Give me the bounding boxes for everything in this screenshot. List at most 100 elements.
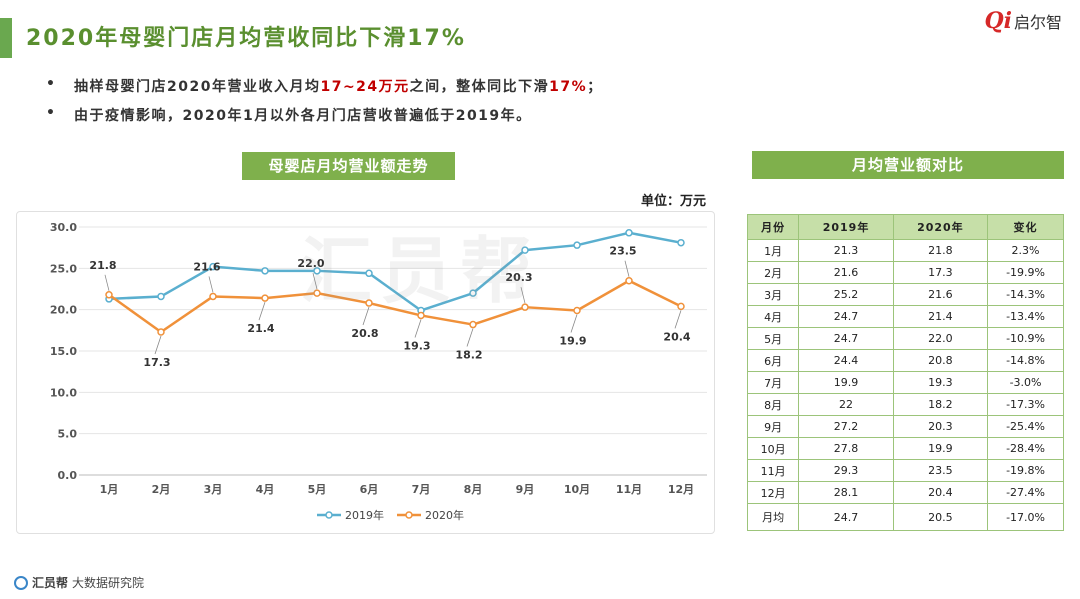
- table-row: 11月 29.3 23.5 -19.8%: [746, 459, 1064, 482]
- table-header-row: 月份 2019年 2020年 变化: [746, 214, 1064, 240]
- data-point: [625, 276, 633, 285]
- table-cell: -14.8%: [987, 349, 1064, 372]
- table-cell: 24.7: [798, 503, 894, 531]
- table-cell: 19.9: [798, 371, 894, 394]
- table-cell: 9月: [746, 415, 800, 438]
- label-leader-line: [414, 319, 422, 338]
- table-row: 4月 24.7 21.4 -13.4%: [746, 305, 1064, 328]
- table-column-header: 月份: [746, 214, 800, 240]
- data-label: 21.4: [247, 322, 274, 335]
- line-chart: 0.0 5.0 10.0 15.0 20.0 25.0 30.0 1月 2月 3月 4月 5月 6月 7月…: [50, 221, 707, 522]
- table-cell: 3月: [746, 283, 800, 306]
- table-average-row: 月均 24.7 20.5 -17.0%: [746, 503, 1064, 531]
- logo-mark: Qi: [984, 8, 1012, 34]
- x-tick-label: 8月: [464, 483, 483, 496]
- data-point: [261, 294, 269, 302]
- y-tick-label: 10.0: [50, 386, 77, 399]
- table-cell: 1月: [746, 239, 800, 262]
- table-cell: 29.3: [798, 459, 894, 482]
- data-point: [677, 238, 685, 247]
- x-tick-label: 3月: [204, 483, 223, 496]
- label-leader-line: [312, 273, 318, 290]
- table-column-header: 2019年: [798, 214, 894, 240]
- table-cell: -25.4%: [987, 415, 1064, 438]
- data-label: 19.3: [403, 339, 430, 352]
- data-point: [157, 292, 165, 301]
- table-column-header: 变化: [987, 214, 1064, 240]
- legend-label: 2019年: [345, 508, 384, 522]
- summary-bullets: • 抽样母婴门店2020年营业收入月均17~24万元之间，整体同比下滑17%； …: [46, 76, 603, 134]
- table-cell: 21.6: [892, 283, 989, 306]
- table-cell: 12月: [746, 481, 800, 504]
- table-cell: -13.4%: [987, 305, 1064, 328]
- data-label: 18.2: [455, 349, 482, 362]
- x-tick-label: 12月: [668, 483, 694, 496]
- table-cell: 22.0: [892, 327, 989, 350]
- data-point: [521, 303, 529, 311]
- x-tick-label: 6月: [360, 483, 379, 496]
- label-leader-line: [208, 276, 214, 293]
- y-tick-label: 15.0: [50, 345, 77, 358]
- data-point: [313, 289, 321, 297]
- table-row: 5月 24.7 22.0 -10.9%: [746, 327, 1064, 350]
- table-cell: 6月: [746, 349, 800, 372]
- bullet-text: 由于疫情影响，2020年1月以外各月门店营收普遍低于2019年。: [74, 108, 532, 124]
- series-line-2020年: [108, 279, 682, 334]
- chart-container: 0.0 5.0 10.0 15.0 20.0 25.0 30.0 1月 2月 3月 4月 5月 6月 7月…: [16, 211, 715, 534]
- table-cell: 23.5: [892, 459, 989, 482]
- data-label: 22.0: [297, 257, 324, 270]
- table-cell: 24.7: [798, 327, 894, 350]
- data-point: [365, 299, 373, 307]
- x-tick-label: 9月: [516, 483, 535, 496]
- table-cell: 27.2: [798, 415, 894, 438]
- data-point: [573, 241, 581, 249]
- table-cell: 20.3: [892, 415, 989, 438]
- data-label: 21.8: [89, 259, 116, 272]
- title-accent-bar: [0, 18, 12, 58]
- table-row: 8月 22 18.2 -17.3%: [746, 393, 1064, 416]
- legend-marker: [405, 511, 413, 519]
- table-row: 9月 27.2 20.3 -25.4%: [746, 415, 1064, 438]
- table-cell: 28.1: [798, 481, 894, 504]
- x-tick-label: 7月: [412, 483, 431, 496]
- table-cell: 21.8: [892, 239, 989, 262]
- data-point: [417, 311, 425, 320]
- table-cell: -28.4%: [987, 437, 1064, 460]
- logo-text: 启尔智: [1013, 13, 1062, 32]
- comparison-table: 月份 2019年 2020年 变化 1月 21.3 21.8 2.3% 2月 21.6 17.3-…: [746, 214, 1064, 531]
- highlight-range: 17~24万元: [320, 79, 410, 95]
- x-tick-label: 2月: [152, 483, 171, 496]
- table-row: 10月 27.8 19.9 -28.4%: [746, 437, 1064, 460]
- table-cell: 22: [798, 393, 894, 416]
- legend-marker: [325, 511, 333, 519]
- table-cell: -14.3%: [987, 283, 1064, 306]
- series-line-2019年: [108, 231, 682, 312]
- table-row: 1月 21.3 21.8 2.3%: [746, 239, 1064, 262]
- footer-sub: 大数据研究院: [72, 576, 145, 590]
- data-label: 20.4: [663, 330, 690, 343]
- data-point: [261, 267, 269, 275]
- bullet-item: • 抽样母婴门店2020年营业收入月均17~24万元之间，整体同比下滑17%；: [46, 76, 603, 105]
- unit-label: 单位：万元: [641, 194, 707, 209]
- table-cell: 21.4: [892, 305, 989, 328]
- table-cell: 4月: [746, 305, 800, 328]
- table-cell: 月均: [746, 503, 800, 531]
- x-tick-label: 4月: [256, 483, 275, 496]
- table-cell: -10.9%: [987, 327, 1064, 350]
- data-point: [209, 292, 217, 301]
- data-label: 17.3: [143, 356, 170, 369]
- table-cell: 18.2: [892, 393, 989, 416]
- data-point: [677, 302, 685, 311]
- data-label: 20.3: [505, 271, 532, 284]
- data-point: [209, 262, 217, 271]
- table-cell: 7月: [746, 371, 800, 394]
- table-cell: 10月: [746, 437, 800, 460]
- data-label: 20.8: [351, 327, 378, 340]
- data-point: [365, 269, 373, 278]
- y-tick-label: 5.0: [58, 428, 78, 441]
- table-cell: -19.9%: [987, 261, 1064, 284]
- table-cell: 21.6: [798, 261, 894, 284]
- table-row: 2月 21.6 17.3 -19.9%: [746, 261, 1064, 284]
- x-tick-label: 1月: [100, 483, 119, 496]
- label-leader-line: [362, 306, 370, 326]
